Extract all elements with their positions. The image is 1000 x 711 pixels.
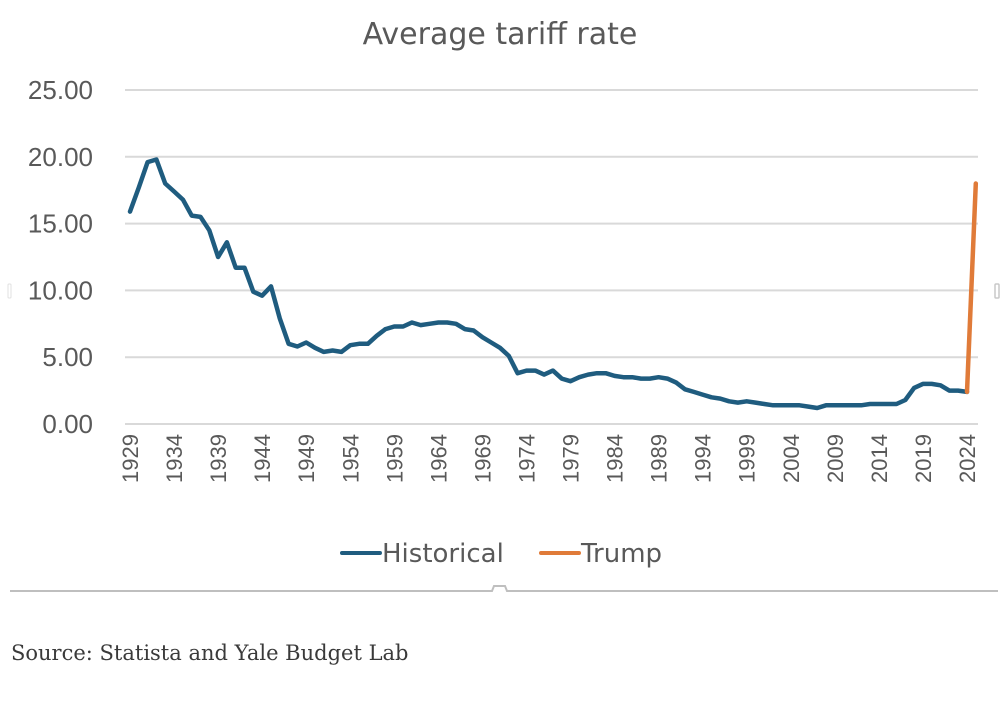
series-line-historical	[127, 157, 970, 411]
x-tick-label: 1929	[118, 434, 143, 483]
legend-label-historical: Historical	[382, 539, 504, 569]
y-tick-label: 25.00	[28, 75, 93, 105]
y-tick-label: 0.00	[42, 409, 93, 439]
x-tick-label: 2009	[823, 434, 848, 483]
x-tick-label: 1999	[735, 434, 760, 483]
x-tick-label: 1984	[603, 434, 628, 483]
x-tick-label: 1954	[338, 434, 363, 483]
source-caption: Source: Statista and Yale Budget Lab	[11, 641, 409, 665]
x-tick-label: 1949	[294, 434, 319, 483]
x-tick-label: 1989	[647, 434, 672, 483]
x-tick-label: 2004	[779, 434, 804, 483]
x-tick-label: 1974	[514, 434, 539, 483]
resize-handle-right[interactable]	[994, 283, 1000, 299]
x-tick-label: 1934	[162, 434, 187, 483]
y-tick-label: 5.00	[42, 342, 93, 372]
y-tick-label: 20.00	[28, 142, 93, 172]
resize-handle-left[interactable]	[7, 283, 12, 299]
gridlines	[125, 89, 978, 425]
y-axis-ticks: 0.00 5.00 10.00 15.00 20.00 25.00	[28, 75, 93, 439]
x-axis-ticks: 1929 1934 1939 1944 1949 1954 1959 1964 1969 1974…	[118, 434, 980, 483]
x-tick-label: 2014	[867, 434, 892, 483]
series-lines	[127, 157, 979, 411]
legend-label-trump: Trump	[580, 539, 662, 569]
x-tick-label: 1964	[426, 434, 451, 483]
x-tick-label: 2019	[911, 434, 936, 483]
chart-title: Average tariff rate	[363, 17, 638, 52]
y-tick-label: 15.00	[28, 209, 93, 239]
chart-frame	[7, 283, 1000, 592]
series-line-trump	[964, 181, 979, 395]
x-tick-label: 1939	[206, 434, 231, 483]
x-tick-label: 2024	[955, 434, 980, 483]
y-tick-label: 10.00	[28, 275, 93, 305]
x-tick-label: 1979	[559, 434, 584, 483]
x-tick-label: 1959	[382, 434, 407, 483]
chart-frame-bottom-border	[10, 585, 998, 592]
x-tick-label: 1944	[250, 434, 275, 483]
legend: Historical Trump	[340, 539, 662, 569]
x-tick-label: 1969	[470, 434, 495, 483]
x-tick-label: 1994	[691, 434, 716, 483]
